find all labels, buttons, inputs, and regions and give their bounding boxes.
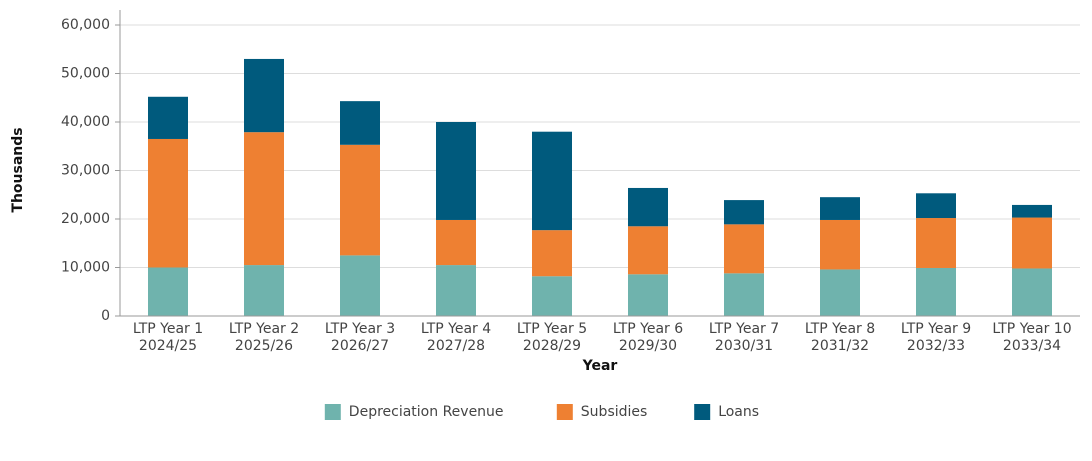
- bar-segment: [820, 197, 860, 220]
- bar-segment: [820, 219, 860, 270]
- bar-segment: [532, 230, 572, 277]
- bar-segment: [916, 218, 956, 268]
- y-tick-label: 0: [101, 308, 110, 324]
- bar-segment: [532, 276, 572, 316]
- y-tick-label: 40,000: [61, 114, 110, 130]
- x-tick-label: LTP Year 9: [901, 321, 971, 337]
- x-tick-label: 2024/25: [139, 338, 197, 354]
- bar-segment: [436, 265, 476, 316]
- bar-segment: [148, 96, 188, 139]
- bar-segment: [1012, 217, 1052, 269]
- legend-label: Subsidies: [581, 404, 648, 420]
- x-tick-label: 2026/27: [331, 338, 389, 354]
- bar-segment: [436, 219, 476, 266]
- x-tick-label: 2031/32: [811, 338, 869, 354]
- x-tick-label: 2029/30: [619, 338, 677, 354]
- y-tick-label: 10,000: [61, 260, 110, 276]
- x-tick-label: LTP Year 10: [992, 321, 1071, 337]
- x-tick-label: 2028/29: [523, 338, 581, 354]
- legend-label: Depreciation Revenue: [349, 404, 504, 420]
- legend-swatch: [324, 404, 341, 420]
- bar-segment: [532, 131, 572, 231]
- bar-segment: [1012, 268, 1052, 316]
- bar-segment: [724, 200, 764, 225]
- bar-segment: [628, 274, 668, 316]
- x-tick-label: 2027/28: [427, 338, 485, 354]
- bar-segment: [340, 255, 380, 316]
- y-tick-label: 20,000: [61, 211, 110, 227]
- bar-segment: [436, 122, 476, 220]
- bar-segment: [1012, 204, 1052, 218]
- x-tick-label: LTP Year 4: [421, 321, 491, 337]
- bar-segment: [628, 226, 668, 275]
- y-tick-label: 30,000: [61, 163, 110, 179]
- legend-label: Loans: [718, 404, 759, 420]
- legend-swatch: [694, 404, 711, 420]
- bar-segment: [340, 144, 380, 256]
- bar-segment: [724, 224, 764, 274]
- bar-segment: [916, 267, 956, 316]
- x-tick-label: LTP Year 5: [517, 321, 587, 337]
- x-axis-title: Year: [582, 358, 618, 374]
- bar-segment: [148, 138, 188, 268]
- y-tick-label: 60,000: [61, 17, 110, 33]
- x-tick-label: 2025/26: [235, 338, 293, 354]
- bar-segment: [244, 265, 284, 316]
- x-tick-label: LTP Year 3: [325, 321, 395, 337]
- x-tick-label: LTP Year 8: [805, 321, 875, 337]
- x-tick-label: LTP Year 1: [133, 321, 203, 337]
- bar-segment: [340, 101, 380, 145]
- bar-segment: [244, 132, 284, 266]
- y-axis-title: Thousands: [10, 127, 26, 212]
- x-tick-label: LTP Year 6: [613, 321, 683, 337]
- bar-segment: [148, 267, 188, 316]
- bar-segment: [916, 193, 956, 219]
- x-tick-label: 2032/33: [907, 338, 965, 354]
- y-tick-label: 50,000: [61, 66, 110, 82]
- x-tick-label: LTP Year 2: [229, 321, 299, 337]
- x-tick-label: LTP Year 7: [709, 321, 779, 337]
- bar-segment: [820, 269, 860, 316]
- bar-segment: [628, 187, 668, 227]
- x-tick-label: 2030/31: [715, 338, 773, 354]
- x-tick-label: 2033/34: [1003, 338, 1061, 354]
- bar-segment: [244, 58, 284, 133]
- bar-segment: [724, 273, 764, 316]
- legend-swatch: [556, 404, 573, 420]
